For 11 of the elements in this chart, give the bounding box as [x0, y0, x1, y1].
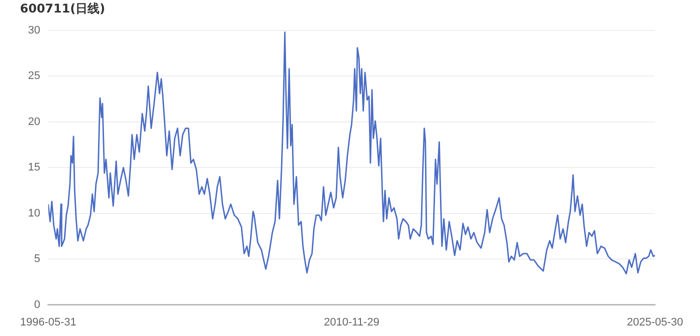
chart-title: 600711(日线): [20, 1, 106, 16]
y-tick-label: 20: [28, 116, 40, 128]
x-tick-label: 2025-05-30: [626, 316, 684, 328]
x-tick-label: 1996-05-31: [20, 316, 76, 328]
y-tick-label: 25: [28, 70, 40, 82]
y-tick-label: 30: [28, 24, 40, 36]
x-tick-label: 2010-11-29: [324, 316, 380, 328]
y-tick-label: 10: [28, 207, 40, 220]
y-tick-label: 5: [34, 253, 40, 266]
y-tick-label: 0: [34, 298, 40, 311]
y-tick-label: 15: [28, 162, 40, 174]
